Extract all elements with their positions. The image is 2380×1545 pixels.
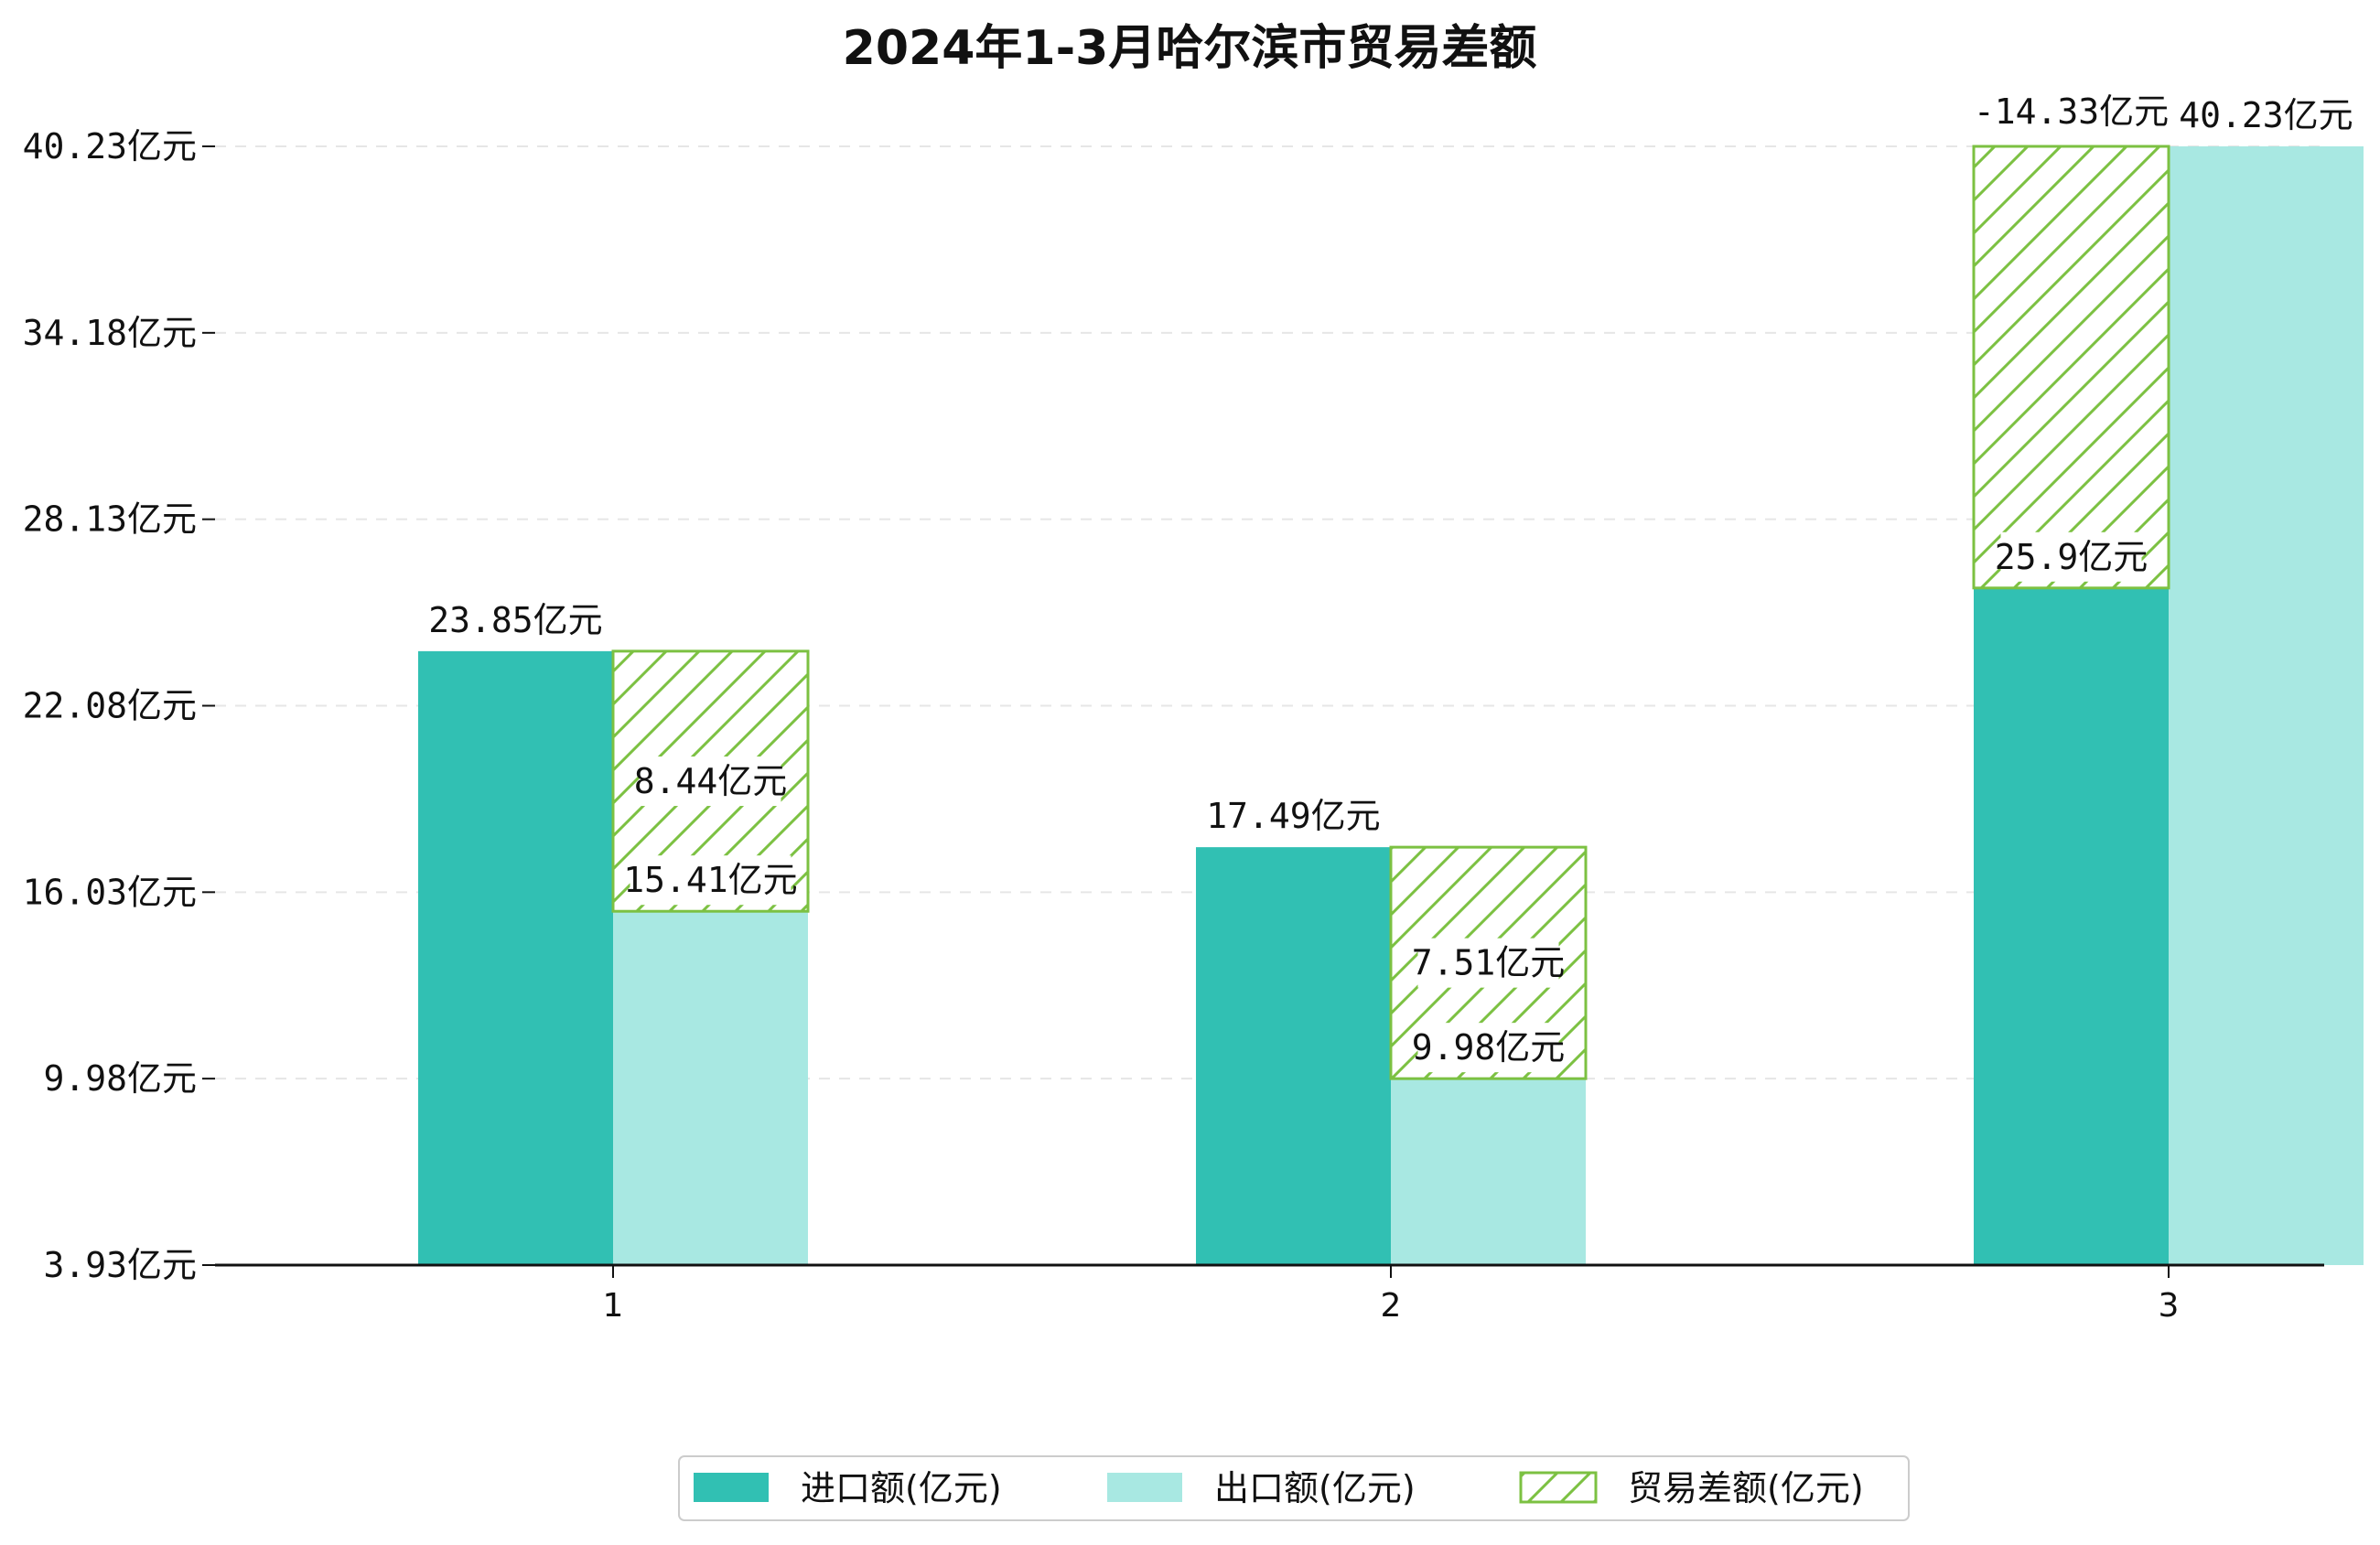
label-balance-1-bg	[640, 756, 781, 807]
x-axis-ticks: 1 2 3	[603, 1265, 2180, 1325]
y-tick-label-0: 3.93亿元	[43, 1245, 197, 1285]
label-balance-1: 8.44亿元	[634, 761, 788, 801]
y-axis-ticks: 3.93亿元 9.98亿元 16.03亿元 22.08亿元 28.13亿元 34.18亿元…	[23, 126, 215, 1285]
label-balance-3-bg	[1980, 87, 2162, 136]
legend-swatch-import	[694, 1473, 769, 1502]
legend-label-export: 出口额(亿元)	[1214, 1468, 1416, 1508]
legend: 进口额(亿元) 出口额(亿元) 贸易差额(亿元)	[678, 1455, 1910, 1521]
label-balance-2-bg	[1417, 938, 1559, 988]
y-tick-label-1: 9.98亿元	[43, 1058, 197, 1099]
label-import-1-bg	[435, 595, 597, 645]
label-export-1-bg	[630, 855, 792, 906]
legend-label-balance: 贸易差额(亿元)	[1628, 1468, 1864, 1508]
label-export-3-bg	[2185, 91, 2347, 140]
data-labels: 23.85亿元 15.41亿元 8.44亿元 17.49亿元 9.98亿元 7.51亿元 2…	[428, 87, 2353, 1073]
bar-import-2	[1196, 847, 1391, 1265]
y-tick-label-6: 40.23亿元	[23, 126, 197, 166]
label-export-3: 40.23亿元	[2179, 95, 2353, 135]
legend-swatch-export	[1107, 1473, 1182, 1502]
x-tick-label-1: 1	[603, 1287, 624, 1325]
legend-frame	[678, 1455, 1910, 1521]
label-balance-2: 7.51亿元	[1412, 943, 1566, 983]
chart-title: 2024年1-3月哈尔滨市贸易差额	[843, 21, 1537, 76]
y-tick-label-5: 34.18亿元	[23, 313, 197, 353]
label-export-2-bg	[1417, 1023, 1559, 1073]
x-tick-label-3: 3	[2159, 1287, 2180, 1325]
bar-balance-3	[1972, 145, 2170, 590]
label-import-2-bg	[1212, 791, 1374, 842]
bar-import-1	[418, 650, 613, 1265]
label-export-1: 15.41亿元	[623, 860, 797, 900]
bar-export-2	[1391, 1078, 1586, 1265]
legend-swatch-balance	[1519, 1471, 1598, 1504]
label-import-3-bg	[2000, 531, 2142, 582]
label-import-1: 23.85亿元	[428, 600, 602, 640]
bar-import-3	[1974, 587, 2169, 1265]
y-tick-label-4: 28.13亿元	[23, 499, 197, 540]
y-tick-label-3: 22.08亿元	[23, 686, 197, 726]
label-export-2: 9.98亿元	[1412, 1027, 1566, 1068]
legend-label-import: 进口额(亿元)	[801, 1468, 1002, 1508]
label-import-2: 17.49亿元	[1206, 796, 1380, 836]
y-tick-label-2: 16.03亿元	[23, 872, 197, 912]
bar-export-3	[2169, 146, 2364, 1265]
x-tick-label-2: 2	[1381, 1287, 1402, 1325]
label-balance-3: -14.33亿元	[1974, 91, 2169, 132]
bar-export-1	[613, 911, 808, 1265]
label-import-3: 25.9亿元	[1995, 537, 2148, 577]
